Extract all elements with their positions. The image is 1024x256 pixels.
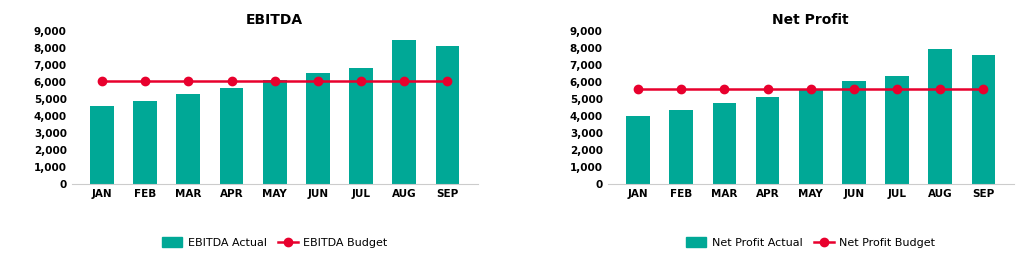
Bar bbox=[842, 81, 865, 184]
Bar bbox=[133, 101, 157, 184]
Bar bbox=[306, 72, 330, 184]
Bar bbox=[972, 55, 995, 184]
Bar bbox=[799, 89, 822, 184]
Bar bbox=[756, 97, 779, 184]
Bar bbox=[929, 49, 952, 184]
Title: Net Profit: Net Profit bbox=[772, 13, 849, 27]
Title: EBITDA: EBITDA bbox=[246, 13, 303, 27]
Bar bbox=[220, 88, 244, 184]
Bar bbox=[392, 40, 416, 184]
Legend: EBITDA Actual, EBITDA Budget: EBITDA Actual, EBITDA Budget bbox=[158, 233, 392, 252]
Bar bbox=[626, 116, 650, 184]
Bar bbox=[670, 110, 693, 184]
Bar bbox=[885, 76, 909, 184]
Legend: Net Profit Actual, Net Profit Budget: Net Profit Actual, Net Profit Budget bbox=[682, 233, 940, 252]
Bar bbox=[435, 46, 460, 184]
Bar bbox=[176, 94, 201, 184]
Bar bbox=[90, 106, 114, 184]
Bar bbox=[349, 68, 373, 184]
Bar bbox=[713, 103, 736, 184]
Bar bbox=[263, 80, 287, 184]
